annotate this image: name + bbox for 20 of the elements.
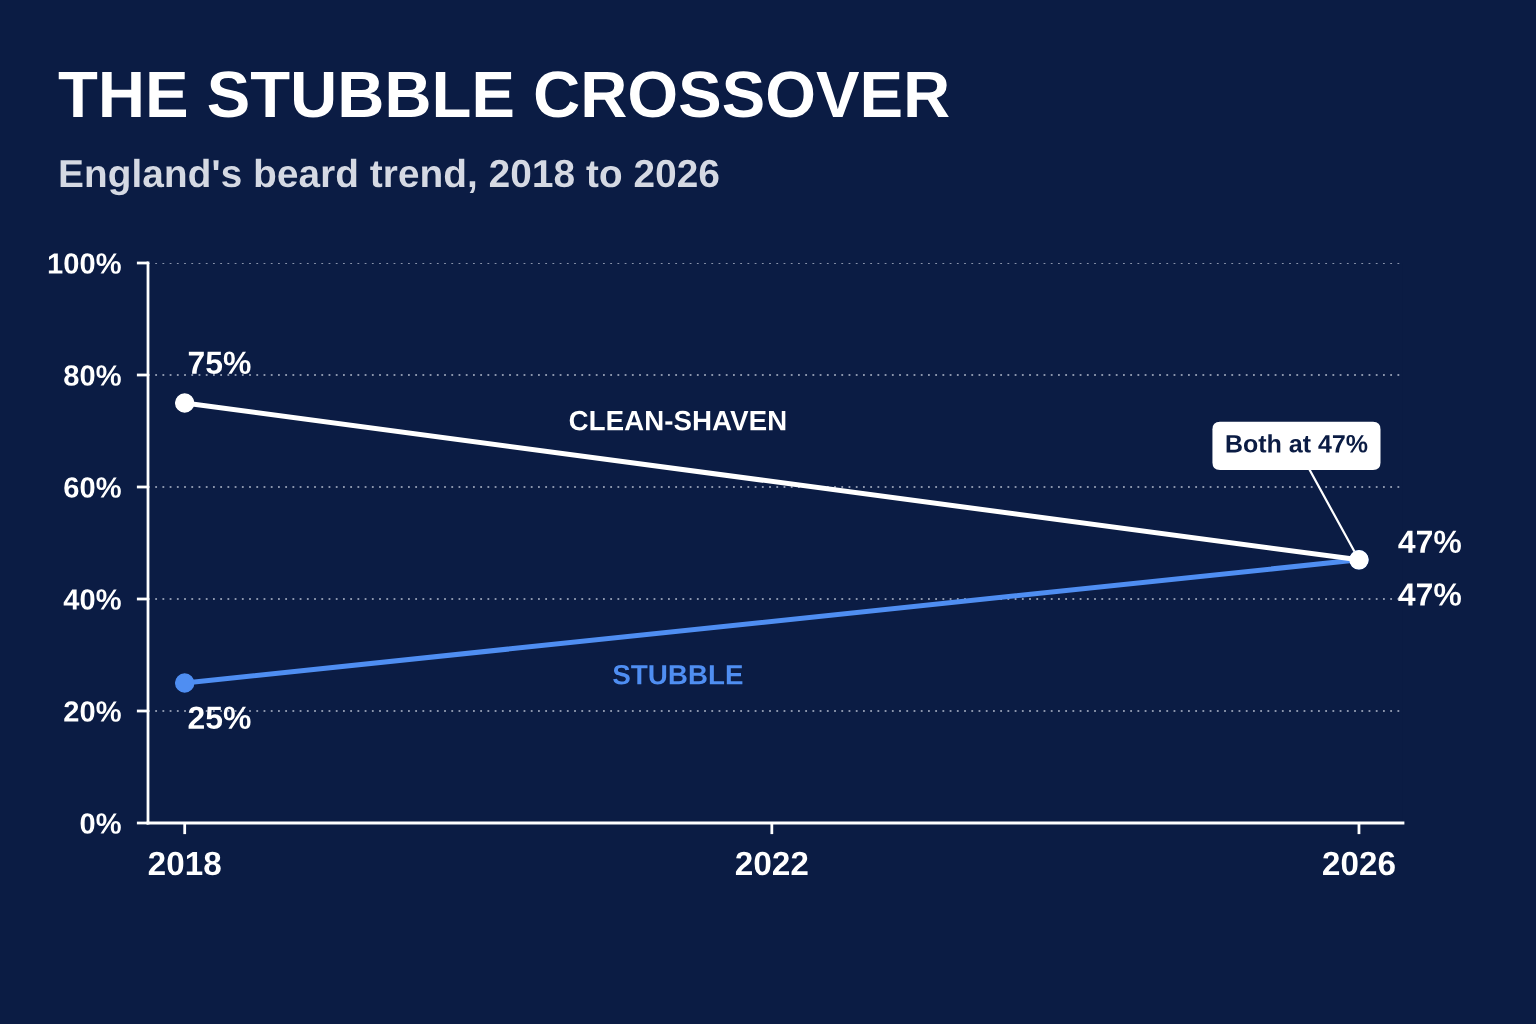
data-label: 25% (188, 706, 251, 730)
x-tick-label: 2026 (1323, 851, 1395, 876)
y-tick-label: 0% (80, 813, 121, 834)
series-label: CLEAN-SHAVEN (569, 410, 786, 431)
point (174, 393, 195, 413)
data-label: 75% (188, 351, 251, 375)
y-tick-label: 80% (64, 365, 121, 386)
chart-title: THE STUBBLE CROSSOVER (58, 71, 949, 118)
series-label: STUBBLE (613, 664, 743, 685)
y-tick-label: 20% (64, 701, 121, 722)
point (174, 673, 195, 693)
x-tick-label: 2018 (148, 851, 221, 876)
data-label: 47% (1398, 530, 1461, 554)
y-tick-label: 100% (48, 253, 121, 274)
x-tick-label: 2022 (735, 851, 808, 876)
y-tick-label: 60% (64, 477, 121, 498)
chart-subtitle: England's beard trend, 2018 to 2026 (60, 158, 719, 196)
data-label: 47% (1398, 583, 1461, 606)
y-tick-label: 40% (63, 589, 121, 610)
annotation: Both at 47% (1226, 434, 1368, 453)
